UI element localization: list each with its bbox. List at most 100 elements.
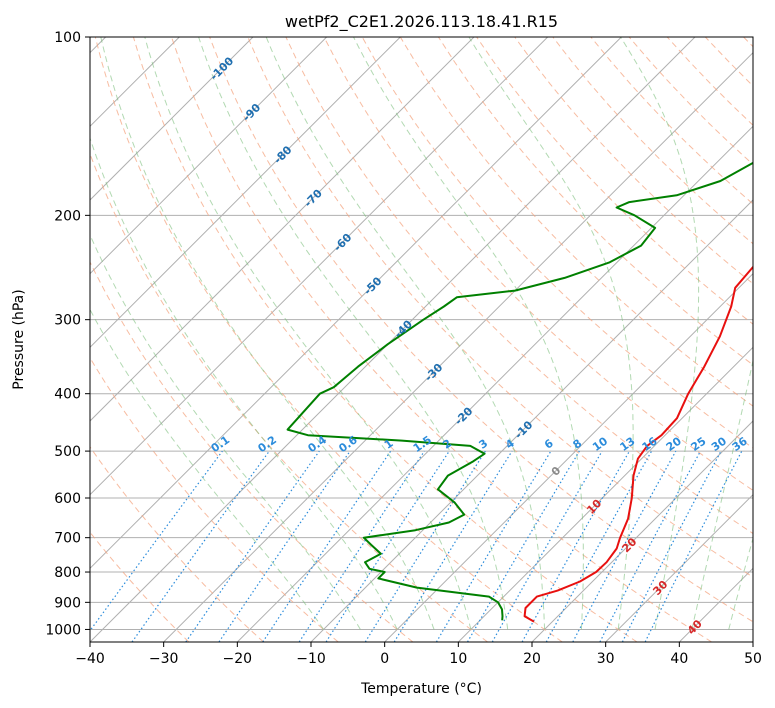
mixing-ratio-line [185, 450, 320, 642]
dry-adiabat-line [552, 37, 753, 245]
x-tick-label: −40 [75, 651, 105, 667]
isotherm-label: 40 [685, 617, 705, 637]
mixing-ratio-line [599, 450, 702, 642]
isotherm-gridline [384, 272, 753, 642]
mixing-ratio-line [131, 450, 270, 642]
dry-adiabat-line [437, 37, 753, 366]
y-tick-label: 200 [54, 208, 81, 224]
dry-adiabat-line [666, 37, 753, 126]
plot-frame [89, 36, 754, 643]
dry-adiabat-line [743, 37, 753, 48]
chart-title: wetPf2_C2E1.2026.113.18.41.R15 [285, 12, 558, 32]
y-tick-label: 500 [54, 444, 81, 460]
isotherm-gridline [90, 37, 401, 349]
x-tick-label: 50 [744, 651, 762, 667]
moist-adiabat-line [90, 308, 324, 630]
isotherm-gridline [90, 37, 549, 496]
x-tick-label: −20 [223, 651, 253, 667]
x-tick-label: 40 [670, 651, 688, 667]
mixing-ratio-line [90, 450, 223, 632]
y-tick-label: 900 [54, 595, 81, 611]
moist-adiabat-line [90, 233, 361, 630]
moist-adiabat-line [620, 37, 700, 630]
y-tick-label: 700 [54, 531, 81, 547]
mixing-ratio-line [393, 450, 513, 642]
mixing-ratio-line [572, 450, 677, 642]
mixing-ratio-line [298, 450, 425, 642]
isotherm-label: -10 [512, 418, 535, 441]
isotherm-label: 10 [584, 497, 604, 517]
dry-adiabat-line [285, 37, 753, 535]
dry-adiabat-line [90, 531, 190, 642]
x-tick-label: 0 [380, 651, 389, 667]
x-tick-label: −10 [296, 651, 326, 667]
dry-adiabat-line [90, 446, 264, 642]
y-tick-label: 600 [54, 491, 81, 507]
dry-adiabat-line [171, 37, 712, 642]
mixing-ratio-label: 0.1 [209, 433, 232, 455]
mixing-ratio-line [435, 450, 552, 642]
y-tick-label: 300 [54, 313, 81, 329]
dry-adiabat-line [247, 37, 753, 578]
x-tick-label: −30 [149, 651, 179, 667]
moist-adiabat-line [353, 37, 584, 630]
moist-adiabat-line [144, 37, 472, 630]
isotherm-gridline [163, 51, 753, 642]
temperature-profile-line [523, 265, 753, 623]
dry-adiabat-line [94, 37, 563, 642]
moist-adiabat-line [100, 37, 435, 630]
x-tick-label: 20 [523, 651, 541, 667]
moist-adiabat-line [90, 136, 398, 630]
x-tick-label: 30 [597, 651, 615, 667]
isotherm-label: -100 [208, 54, 237, 83]
isotherm-gridline [457, 346, 753, 642]
isotherm-gridline [531, 420, 753, 642]
mixing-ratio-line [364, 450, 486, 642]
x-tick-label: 10 [449, 651, 467, 667]
moist-adiabat-line [728, 536, 753, 630]
isotherm-gridline [236, 125, 753, 642]
isotherm-gridline [90, 37, 475, 422]
dry-adiabat-line [90, 260, 414, 642]
y-tick-label: 1000 [45, 622, 81, 638]
mixing-ratio-label: 1.5 [411, 433, 434, 455]
isotherm-gridline [752, 641, 753, 642]
isotherm-label: -60 [331, 231, 354, 254]
mixing-ratio-label: 4 [503, 436, 517, 451]
mixing-ratio-line [521, 450, 631, 642]
mixing-ratio-label: 6 [542, 437, 556, 452]
dry-adiabat-line [90, 356, 339, 642]
moist-adiabat-line [468, 37, 634, 630]
isotherm-gridline [90, 37, 328, 275]
moist-adiabat-line [198, 37, 509, 630]
dry-adiabat-line [590, 37, 753, 205]
freezing-isotherm-label: 0 [549, 464, 564, 479]
y-tick-label: 800 [54, 565, 81, 581]
y-axis-title: Pressure (hPa) [11, 289, 27, 389]
moist-adiabat-line [265, 37, 546, 630]
dry-adiabat-line [132, 37, 638, 642]
isotherm-gridline [90, 37, 622, 570]
isotherm-label: -20 [452, 404, 475, 427]
isotherm-gridline [678, 567, 753, 642]
dry-adiabat-line [90, 152, 488, 642]
dry-adiabat-line [323, 37, 753, 491]
y-tick-label: 100 [54, 30, 81, 46]
x-axis-title: Temperature (°C) [360, 681, 482, 697]
mixing-ratio-line [262, 450, 392, 642]
isotherm-label: -90 [240, 101, 263, 124]
moist-adiabat-line [691, 358, 753, 630]
dry-adiabat-line [514, 37, 753, 285]
dry-adiabat-line [209, 37, 753, 623]
y-tick-label: 400 [54, 387, 81, 403]
isotherm-gridline [90, 37, 254, 201]
isotherm-label: -40 [392, 317, 415, 340]
dry-adiabat-line [704, 37, 753, 87]
dry-adiabat-line [476, 37, 753, 325]
mixing-ratio-line [325, 450, 450, 642]
plot-area [90, 37, 753, 642]
isotherm-gridline [605, 493, 753, 642]
mixing-ratio-line [644, 450, 743, 642]
dewpoint-profile-line [286, 161, 753, 621]
